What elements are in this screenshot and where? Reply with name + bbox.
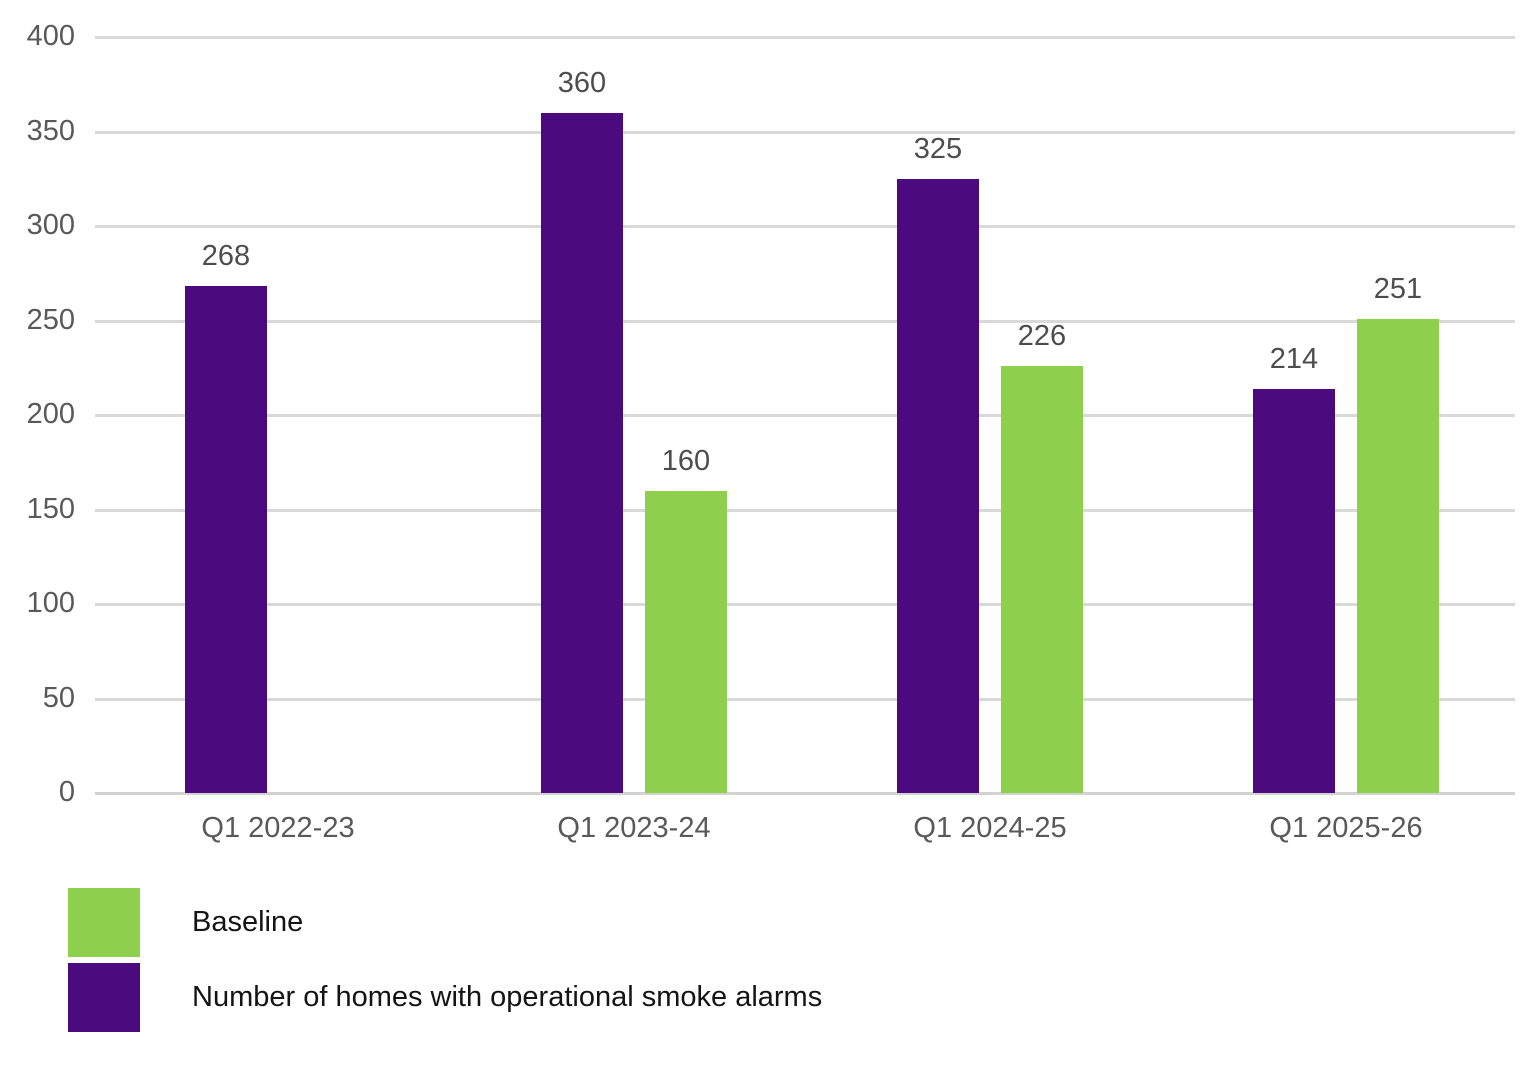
gridline-350 xyxy=(95,130,1515,134)
bar-smoke-alarms-q1-2025-26 xyxy=(1253,388,1335,793)
y-tick-label-0: 0 xyxy=(58,776,75,808)
x-tick-label-q1-2022-23: Q1 2022-23 xyxy=(201,812,355,844)
gridline-100 xyxy=(95,603,1515,606)
legend-swatch-icon xyxy=(68,963,140,1032)
legend-item-baseline: Baseline xyxy=(68,888,303,957)
value-label-226: 226 xyxy=(1017,319,1067,352)
gridline-400 xyxy=(95,36,1515,39)
value-label-251: 251 xyxy=(1373,272,1423,305)
y-tick-label-50: 50 xyxy=(42,681,75,714)
y-tick-label-400: 400 xyxy=(26,20,75,52)
x-tick-label-q1-2024-25: Q1 2024-25 xyxy=(913,812,1067,844)
gridline-300 xyxy=(95,225,1515,228)
bar-smoke-alarms-q1-2023-24 xyxy=(541,112,623,793)
bar-smoke-alarms-q1-2024-25 xyxy=(897,178,979,793)
y-tick-label-100: 100 xyxy=(26,587,75,619)
legend-item-number: Number of homes with operational smoke a… xyxy=(68,963,822,1032)
value-label-268: 268 xyxy=(201,240,251,273)
legend-label: Baseline xyxy=(192,906,304,938)
value-label-160: 160 xyxy=(661,444,711,477)
bar-smoke-alarms-q1-2022-23 xyxy=(185,286,267,793)
x-tick-label-q1-2025-26: Q1 2025-26 xyxy=(1269,812,1423,844)
y-tick-label-350: 350 xyxy=(26,114,75,147)
gridline-150 xyxy=(95,508,1515,512)
value-label-214: 214 xyxy=(1269,342,1319,375)
y-tick-label-200: 200 xyxy=(26,398,75,430)
gridline-50 xyxy=(95,697,1515,701)
value-label-360: 360 xyxy=(557,66,607,99)
x-tick-label-q1-2023-24: Q1 2023-24 xyxy=(557,812,711,844)
gridline-0 xyxy=(95,792,1515,795)
bar-baseline-q1-2025-26 xyxy=(1357,318,1439,793)
gridline-250 xyxy=(95,319,1515,323)
y-tick-label-250: 250 xyxy=(26,303,75,336)
y-tick-label-300: 300 xyxy=(26,209,75,241)
y-tick-label-150: 150 xyxy=(26,492,75,525)
value-label-325: 325 xyxy=(913,132,963,165)
legend-label: Number of homes with operational smoke a… xyxy=(192,981,823,1013)
bar-baseline-q1-2024-25 xyxy=(1001,365,1083,793)
gridline-200 xyxy=(95,414,1515,417)
legend-swatch-icon xyxy=(68,888,140,957)
bar-baseline-q1-2023-24 xyxy=(645,490,727,793)
